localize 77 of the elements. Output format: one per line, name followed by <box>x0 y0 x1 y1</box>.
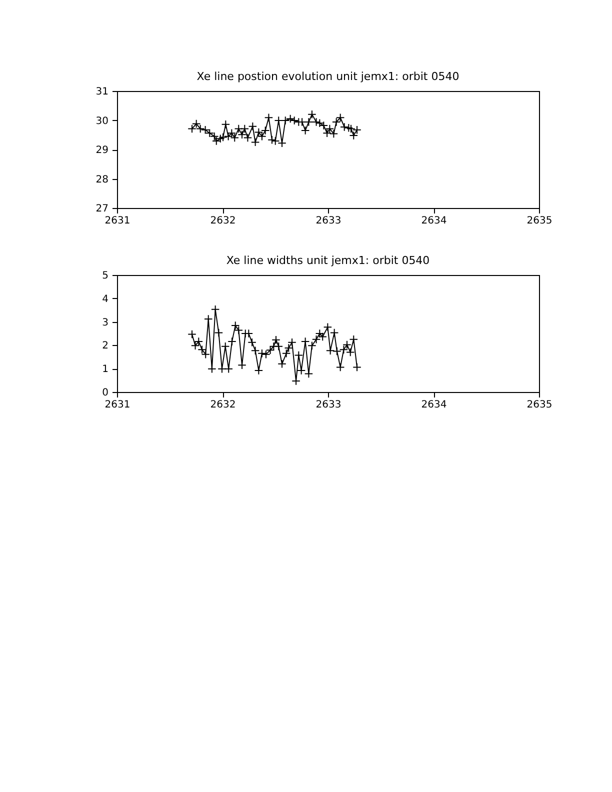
point <box>286 114 295 124</box>
y-tick-label: 4 <box>102 294 108 305</box>
point <box>248 338 256 347</box>
point <box>339 345 348 354</box>
point <box>264 113 274 122</box>
x-tick-label: 2631 <box>104 216 130 226</box>
chart-title: Xe line widths unit jemx1: orbit 0540 <box>226 254 430 267</box>
point <box>340 122 349 132</box>
point <box>266 346 275 354</box>
point <box>224 132 233 141</box>
point <box>342 340 352 350</box>
point <box>336 362 345 372</box>
point <box>260 126 270 135</box>
x-tick-label: 2634 <box>421 216 447 226</box>
point <box>346 348 355 357</box>
point <box>349 131 358 140</box>
x-tick-label: 2632 <box>210 216 236 226</box>
point <box>284 344 294 352</box>
y-tick-label: 2 <box>102 340 108 352</box>
x-tick-label: 2633 <box>316 400 342 410</box>
point <box>326 346 335 355</box>
point <box>315 329 324 338</box>
point <box>270 136 280 146</box>
point <box>312 334 321 344</box>
point <box>294 350 304 360</box>
point <box>258 132 266 141</box>
x-tick-label: 2631 <box>104 400 130 410</box>
point <box>332 118 341 126</box>
point <box>282 349 291 358</box>
point <box>188 124 196 134</box>
point <box>344 123 354 132</box>
x-tick-label: 2635 <box>526 216 552 226</box>
point <box>352 362 362 372</box>
point <box>312 118 321 126</box>
y-tick-label: 30 <box>96 116 108 127</box>
point <box>214 328 224 338</box>
x-tick-label: 2635 <box>526 400 552 410</box>
point <box>250 138 260 147</box>
point <box>323 322 332 332</box>
y-tick-label: 31 <box>96 86 108 98</box>
y-tick-label: 0 <box>102 388 108 398</box>
point <box>204 314 213 324</box>
y-tick-label: 1 <box>102 364 108 376</box>
point <box>336 113 345 122</box>
point <box>352 126 362 134</box>
point <box>221 120 230 129</box>
x-tick-label: 2634 <box>421 400 447 410</box>
point <box>220 342 230 351</box>
point <box>318 332 327 342</box>
y-tick-label: 29 <box>96 145 108 156</box>
point <box>254 366 264 375</box>
point <box>240 124 250 134</box>
point <box>322 128 332 138</box>
point <box>210 305 220 314</box>
point <box>332 346 342 356</box>
point <box>188 330 196 339</box>
point <box>262 350 270 359</box>
point <box>330 328 339 338</box>
chart-title: Xe line postion evolution unit jemx1: orbit 0540 <box>196 70 460 83</box>
point <box>194 337 204 346</box>
point <box>278 360 286 368</box>
point <box>208 364 216 374</box>
y-tick-label: 27 <box>96 204 108 214</box>
point <box>308 110 316 119</box>
y-tick-label: 5 <box>102 270 108 282</box>
point <box>346 124 356 134</box>
x-tick-label: 2633 <box>316 216 342 226</box>
point <box>349 334 358 344</box>
point <box>288 338 296 347</box>
y-tick-label: 28 <box>96 174 108 186</box>
point <box>218 132 228 142</box>
y-tick-label: 3 <box>102 317 108 328</box>
point <box>296 366 306 375</box>
point <box>278 138 286 148</box>
point <box>315 118 324 128</box>
point <box>300 126 310 135</box>
x-tick-label: 2632 <box>210 400 236 410</box>
